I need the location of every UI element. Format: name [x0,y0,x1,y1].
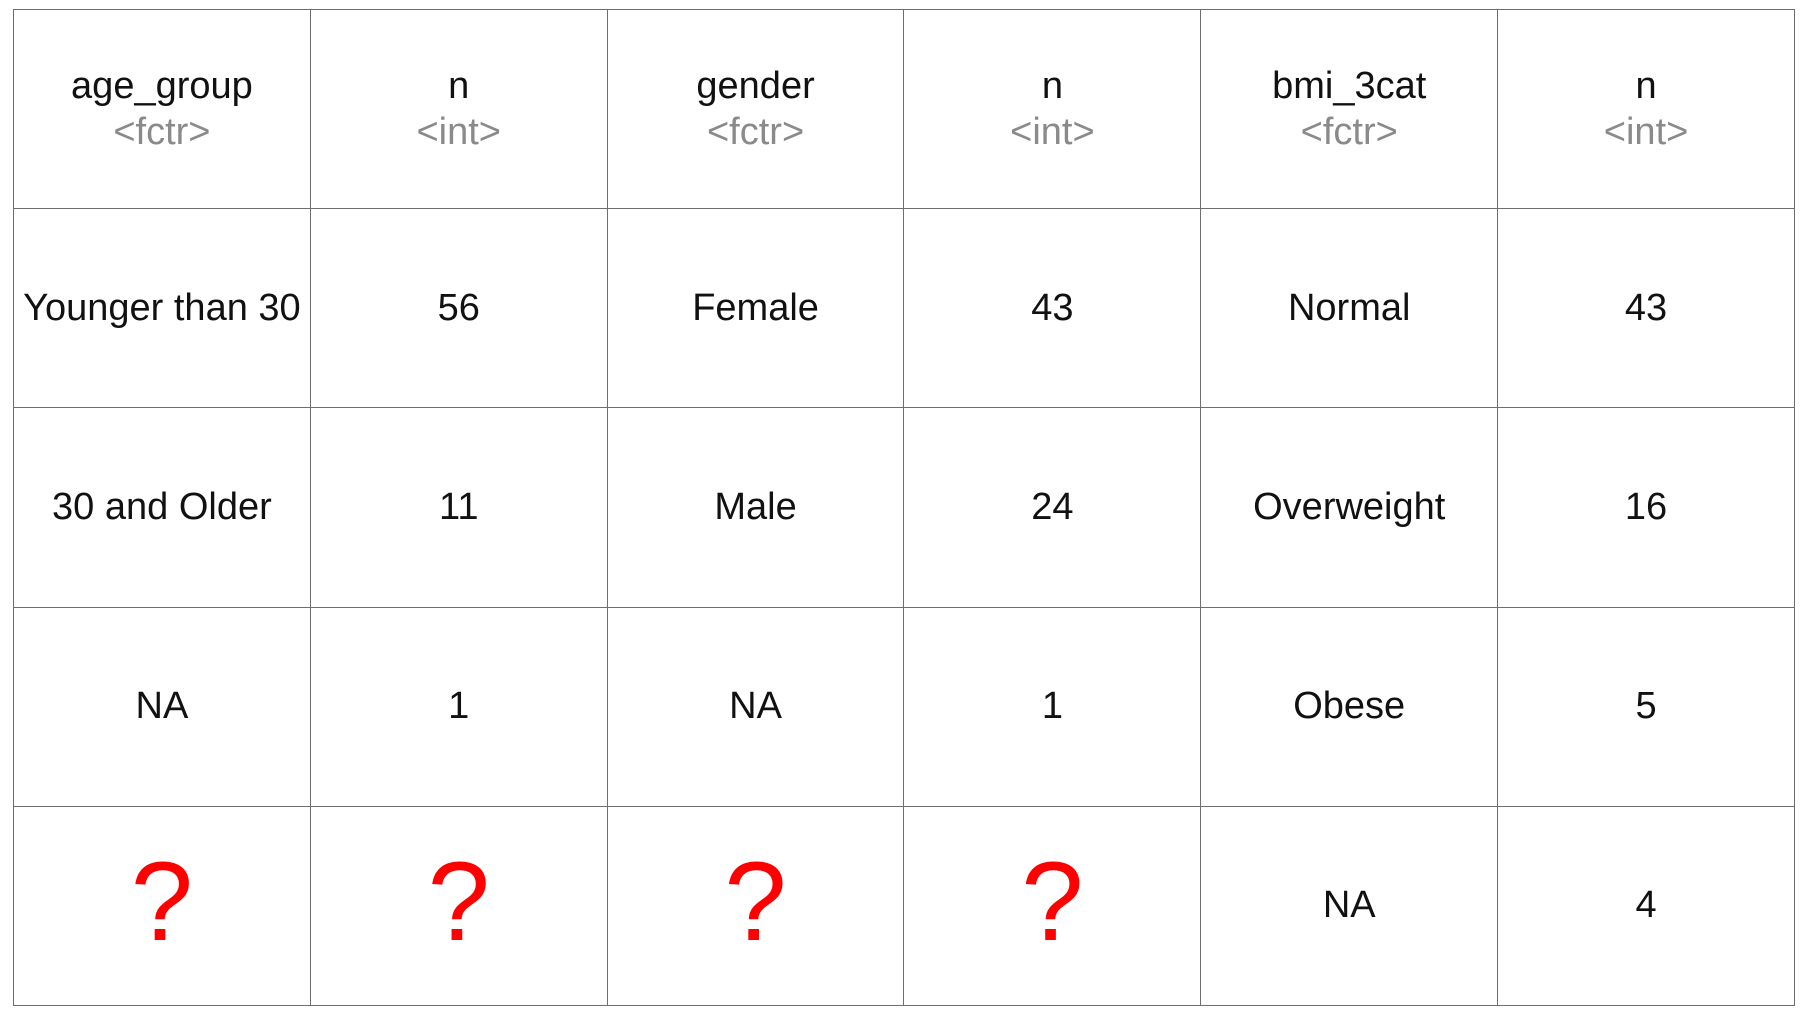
table-cell: 30 and Older [13,407,311,608]
table-cell: ? [309,805,608,1007]
header-row: age_group <fctr> n <int> gender <fctr> n… [13,8,1795,210]
column-name: bmi_3cat [1272,65,1427,108]
table-cell: 16 [1497,407,1795,608]
column-type: <fctr> [113,111,211,154]
table-row: ? ? ? ? NA 4 [13,805,1795,1007]
table-cell: 5 [1497,606,1795,807]
table-cell: Overweight [1200,407,1499,608]
table-row: NA 1 NA 1 Obese 5 [13,606,1795,807]
table-cell: ? [13,805,311,1007]
table-cell: Normal [1200,208,1499,409]
header-cell-n: n <int> [309,8,608,210]
table-cell: 43 [1497,208,1795,409]
table-cell: Female [606,208,905,409]
table-cell: Younger than 30 [13,208,311,409]
table-cell: 24 [903,407,1202,608]
column-type: <fctr> [1300,111,1398,154]
header-cell-gender: gender <fctr> [606,8,905,210]
column-name: n [1635,65,1657,108]
header-cell-n: n <int> [1497,8,1795,210]
table-cell: Obese [1200,606,1499,807]
table-cell: 4 [1497,805,1795,1007]
header-cell-bmi-3cat: bmi_3cat <fctr> [1200,8,1499,210]
table-cell: 1 [903,606,1202,807]
table-cell: 1 [309,606,608,807]
question-mark: ? [427,838,490,964]
column-type: <int> [1603,111,1689,154]
question-mark: ? [130,838,194,964]
table-cell: NA [1200,805,1499,1007]
frequency-table: age_group <fctr> n <int> gender <fctr> n… [13,8,1795,1007]
table-cell: NA [606,606,905,807]
table-cell: ? [606,805,905,1007]
table-cell: 43 [903,208,1202,409]
table-row: 30 and Older 11 Male 24 Overweight 16 [13,407,1795,608]
column-name: gender [696,65,815,108]
table-row: Younger than 30 56 Female 43 Normal 43 [13,208,1795,409]
table-cell: NA [13,606,311,807]
table-cell: Male [606,407,905,608]
table-cell: 56 [309,208,608,409]
column-name: n [448,65,470,108]
question-mark: ? [724,838,787,964]
column-type: <int> [1010,111,1095,154]
table-cell: ? [903,805,1202,1007]
table-cell: 11 [309,407,608,608]
column-type: <fctr> [706,111,805,154]
column-type: <int> [416,111,501,154]
header-cell-age-group: age_group <fctr> [13,8,311,210]
column-name: age_group [71,65,253,108]
column-name: n [1041,65,1063,108]
header-cell-n: n <int> [903,8,1202,210]
question-mark: ? [1021,838,1084,964]
